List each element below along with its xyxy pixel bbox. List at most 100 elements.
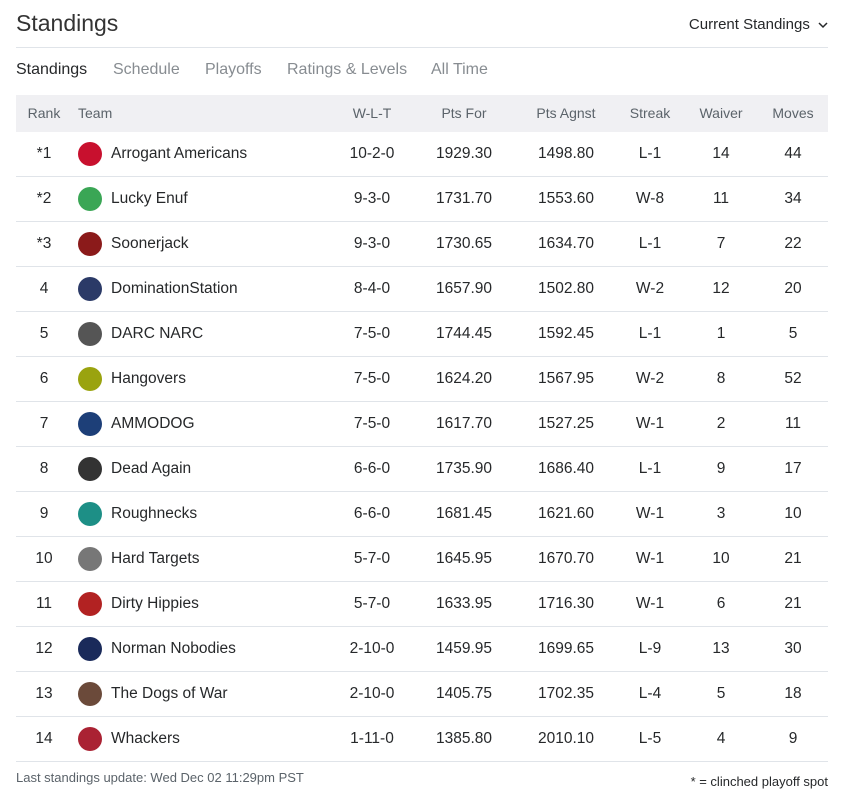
cell: 1621.60 bbox=[537, 505, 595, 522]
cell: 1634.70 bbox=[537, 235, 595, 252]
cell: 21 bbox=[784, 550, 802, 567]
cell: 2-10-0 bbox=[349, 685, 395, 702]
column-header: Streak bbox=[629, 105, 671, 121]
cell: 8-4-0 bbox=[353, 280, 391, 297]
cell: 10 bbox=[35, 550, 53, 567]
cell: W-1 bbox=[635, 550, 665, 567]
cell: W-2 bbox=[635, 280, 665, 297]
cell: 5-7-0 bbox=[353, 595, 391, 612]
cell: 1699.65 bbox=[537, 640, 595, 657]
team-name[interactable]: Hard Targets bbox=[111, 550, 200, 567]
cell: L-4 bbox=[638, 685, 662, 702]
team-logo bbox=[78, 322, 102, 346]
team-name[interactable]: Lucky Enuf bbox=[111, 190, 188, 207]
chevron bbox=[818, 22, 828, 29]
cell: 18 bbox=[784, 685, 802, 702]
cell: 6-6-0 bbox=[353, 460, 391, 477]
team-name[interactable]: Soonerjack bbox=[111, 235, 189, 252]
cell: 1527.25 bbox=[537, 415, 595, 432]
team-name[interactable]: Roughnecks bbox=[111, 505, 198, 522]
cell: 1670.70 bbox=[537, 550, 595, 567]
table-row bbox=[16, 312, 828, 357]
cell: 12 bbox=[35, 640, 53, 657]
dropdown-label: Current Standings bbox=[688, 16, 810, 33]
cell: W-2 bbox=[635, 370, 665, 387]
team-name[interactable]: DominationStation bbox=[111, 280, 238, 297]
tab[interactable]: Standings bbox=[16, 61, 88, 78]
table-row bbox=[16, 177, 828, 222]
cell: 1 bbox=[716, 325, 726, 342]
team-name[interactable]: The Dogs of War bbox=[111, 685, 228, 702]
cell: 4 bbox=[39, 280, 49, 297]
cell: 52 bbox=[784, 370, 802, 387]
cell: 5-7-0 bbox=[353, 550, 391, 567]
cell: W-1 bbox=[635, 415, 665, 432]
cell: 13 bbox=[35, 685, 53, 702]
cell: 9 bbox=[788, 730, 798, 747]
cell: 1502.80 bbox=[537, 280, 595, 297]
cell: 1686.40 bbox=[537, 460, 595, 477]
team-logo bbox=[78, 637, 102, 661]
team-logo bbox=[78, 592, 102, 616]
cell: 1730.65 bbox=[435, 235, 493, 252]
table-row bbox=[16, 717, 828, 762]
table-row bbox=[16, 492, 828, 537]
cell: 1624.20 bbox=[435, 370, 493, 387]
team-logo bbox=[78, 277, 102, 301]
tab[interactable]: Playoffs bbox=[205, 61, 262, 78]
team-name[interactable]: Dirty Hippies bbox=[111, 595, 199, 612]
cell: 10 bbox=[712, 550, 730, 567]
team-name[interactable]: AMMODOG bbox=[111, 415, 195, 432]
cell: 1681.45 bbox=[435, 505, 493, 522]
table-row bbox=[16, 267, 828, 312]
cell: 17 bbox=[784, 460, 802, 477]
clinch-note: * = clinched playoff spot bbox=[690, 774, 828, 789]
cell: 7 bbox=[39, 415, 49, 432]
table-row bbox=[16, 672, 828, 717]
column-header: Pts Agnst bbox=[536, 105, 596, 121]
tab[interactable]: All Time bbox=[431, 61, 488, 78]
column-header: Pts For bbox=[441, 105, 487, 121]
cell: 5 bbox=[788, 325, 798, 342]
cell: 1385.80 bbox=[435, 730, 493, 747]
cell: L-1 bbox=[638, 325, 662, 342]
cell: 11 bbox=[35, 595, 53, 612]
cell: 2010.10 bbox=[537, 730, 595, 747]
table-row bbox=[16, 402, 828, 447]
cell: 1498.80 bbox=[537, 145, 595, 162]
team-name[interactable]: Dead Again bbox=[111, 460, 192, 477]
cell: 1459.95 bbox=[435, 640, 493, 657]
team-logo bbox=[78, 142, 102, 166]
cell: 5 bbox=[716, 685, 726, 702]
column-header: W-L-T bbox=[352, 105, 392, 121]
table-row bbox=[16, 357, 828, 402]
cell: 1567.95 bbox=[537, 370, 595, 387]
cell: 14 bbox=[712, 145, 730, 162]
team-name[interactable]: Whackers bbox=[111, 730, 180, 747]
cell: 1645.95 bbox=[435, 550, 493, 567]
cell: 11 bbox=[784, 415, 802, 432]
team-logo bbox=[78, 187, 102, 211]
table-row bbox=[16, 627, 828, 672]
cell: 6 bbox=[716, 595, 726, 612]
cell: 1735.90 bbox=[435, 460, 493, 477]
team-logo bbox=[78, 412, 102, 436]
cell: 30 bbox=[784, 640, 802, 657]
tab[interactable]: Ratings & Levels bbox=[287, 61, 408, 78]
team-name[interactable]: Hangovers bbox=[111, 370, 186, 387]
column-header: Rank bbox=[27, 105, 61, 121]
cell: 22 bbox=[784, 235, 802, 252]
cell: 20 bbox=[784, 280, 802, 297]
tab[interactable]: Schedule bbox=[113, 61, 180, 78]
team-name[interactable]: Norman Nobodies bbox=[111, 640, 236, 657]
cell: L-9 bbox=[638, 640, 662, 657]
cell: 8 bbox=[39, 460, 49, 477]
cell: 1702.35 bbox=[537, 685, 595, 702]
team-name[interactable]: DARC NARC bbox=[111, 325, 204, 342]
team-name[interactable]: Arrogant Americans bbox=[111, 145, 248, 162]
cell: 1929.30 bbox=[435, 145, 493, 162]
cell: W-8 bbox=[635, 190, 665, 207]
divider bbox=[16, 47, 828, 48]
cell: 7 bbox=[716, 235, 726, 252]
standings-dropdown[interactable]: Current Standings bbox=[689, 16, 828, 33]
